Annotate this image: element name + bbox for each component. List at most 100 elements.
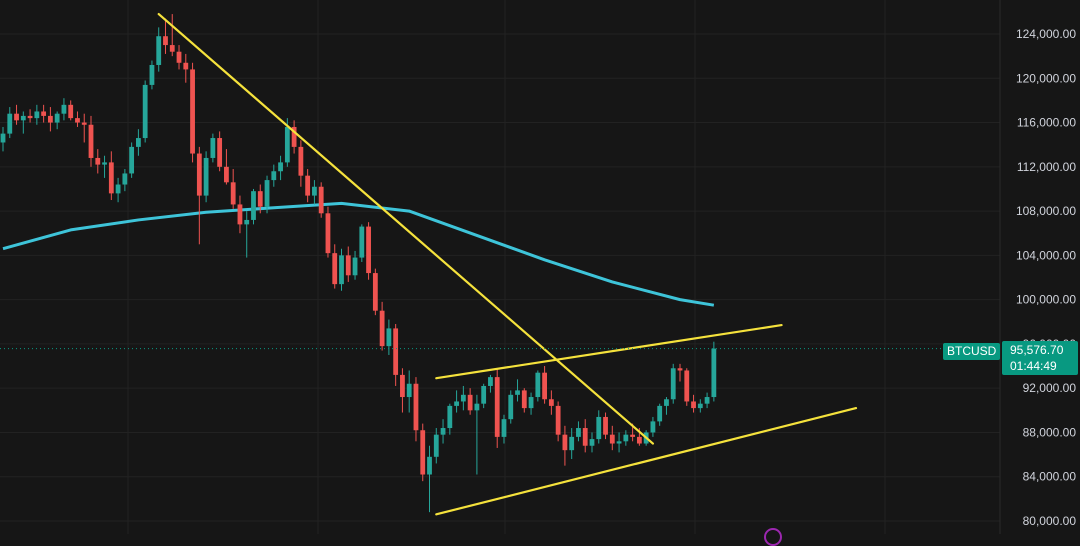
candle-body [278, 162, 283, 172]
candle [291, 120, 297, 154]
candle [81, 113, 87, 143]
candle-body [515, 390, 520, 395]
candle [318, 182, 324, 218]
candle [691, 394, 696, 413]
candle-body [393, 328, 399, 375]
candle [454, 390, 459, 413]
candle [68, 100, 74, 121]
candle-body [142, 84, 148, 139]
candle [271, 164, 277, 187]
candle-body [237, 204, 243, 225]
candle-body [163, 36, 168, 46]
candle [156, 27, 162, 72]
candle [359, 224, 365, 263]
candle [488, 374, 493, 393]
candle-body [251, 191, 256, 220]
candle-body [47, 115, 53, 123]
candle-body [576, 428, 581, 437]
trend-line [435, 323, 783, 380]
candle [217, 131, 223, 172]
candle-body [7, 113, 13, 134]
candle [75, 111, 80, 127]
candle-body [108, 162, 114, 194]
candle-body [359, 226, 365, 258]
candle-body [542, 372, 547, 400]
candle-body [34, 111, 40, 119]
event-marker-icon[interactable] [764, 528, 782, 546]
candle-body [501, 419, 507, 437]
candle-body [325, 213, 331, 254]
candle-body [169, 45, 175, 52]
y-tick-label: 104,000.00 [1016, 248, 1076, 262]
candle-body [400, 374, 405, 398]
last-price-tag: 95,576.70 01:44:49 [1002, 341, 1078, 375]
candle [521, 388, 527, 413]
candle [474, 394, 480, 475]
candle-body [569, 436, 575, 451]
candle [440, 419, 446, 444]
candle [54, 111, 60, 130]
candle [230, 169, 236, 209]
candle-body [345, 255, 351, 276]
candle-body [61, 104, 67, 114]
candle [352, 250, 358, 280]
candlestick-chart[interactable]: 124,000.00 120,000.00 116,000.00 112,000.00… [0, 0, 1080, 534]
candle-body [81, 122, 87, 125]
y-tick-label: 120,000.00 [1016, 71, 1076, 85]
candle [332, 244, 338, 289]
candle [400, 368, 405, 413]
candle-body [562, 434, 568, 451]
candle-body [623, 434, 629, 442]
candle-body [0, 133, 6, 143]
y-tick-label: 88,000.00 [1023, 425, 1077, 439]
candle [406, 370, 412, 413]
candle-body [41, 111, 47, 116]
trend-lines[interactable] [157, 12, 858, 516]
trend-line [435, 407, 858, 516]
candle-body [271, 171, 277, 181]
candle-body [14, 113, 19, 121]
candle-body [379, 310, 385, 347]
candle [257, 184, 263, 214]
candle-body [122, 173, 128, 185]
candle [339, 248, 344, 291]
y-tick-label: 84,000.00 [1023, 470, 1077, 484]
candle [41, 104, 47, 123]
candle [447, 403, 453, 435]
candle [95, 149, 101, 174]
candle [535, 370, 541, 402]
candle-body [670, 368, 676, 400]
trend-line [157, 12, 655, 445]
y-tick-label: 100,000.00 [1016, 293, 1076, 307]
candle [481, 383, 487, 409]
countdown-timer: 01:44:49 [1010, 359, 1057, 373]
candle-body [339, 255, 344, 285]
candle-body [129, 146, 135, 174]
candle [596, 410, 602, 444]
candle-body [264, 180, 270, 207]
candle [609, 425, 615, 451]
y-tick-label: 108,000.00 [1016, 204, 1076, 218]
candle-body [305, 175, 311, 196]
candle-body [196, 153, 202, 196]
candle [697, 399, 703, 413]
candle [569, 428, 575, 460]
candle [244, 211, 250, 258]
candle-body [467, 394, 473, 411]
candle-body [684, 370, 690, 402]
candle-body [481, 385, 487, 404]
candle [528, 392, 534, 415]
candle [650, 416, 656, 437]
candle-body [257, 191, 263, 207]
candle [576, 421, 581, 442]
candles [0, 14, 717, 513]
candle [555, 401, 561, 442]
candle-body [711, 348, 717, 398]
candle [61, 98, 67, 121]
candle [102, 155, 107, 178]
candle-body [548, 399, 554, 406]
candle [237, 195, 243, 234]
candle [210, 133, 216, 163]
candle-body [183, 62, 189, 70]
candle-body [210, 138, 216, 158]
